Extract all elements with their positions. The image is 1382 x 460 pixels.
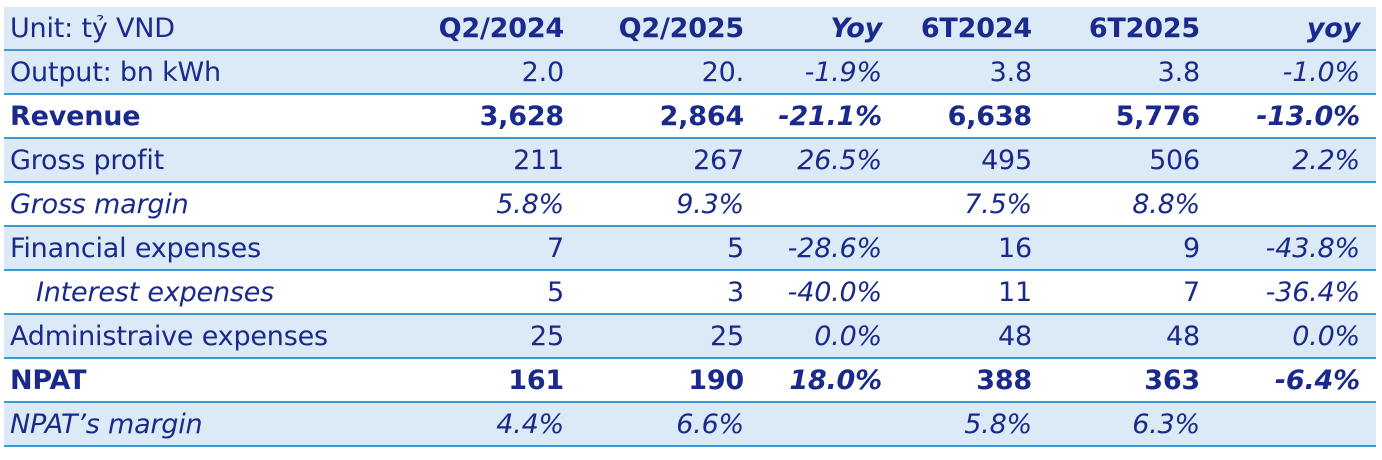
table-row-gross-margin: Gross margin 5.8% 9.3% 7.5% 8.8% (4, 183, 1376, 227)
cell-6t2025: 506 (1149, 144, 1200, 176)
table-row-output: Output: bn kWh 2.0 20. -1.9% 3.8 3.8 -1.… (4, 51, 1376, 95)
cell-yoy-half: -13.0% (1256, 100, 1360, 132)
cell-6t2025: 6.3% (1132, 408, 1200, 440)
cell-6t2025: 3.8 (1157, 56, 1201, 88)
cell-6t2024: 7.5% (964, 188, 1032, 220)
cell-6t2025: 7 (1183, 276, 1200, 308)
col-header-yoy-half: yoy (1306, 12, 1360, 44)
unit-label: Unit: tỷ VND (10, 12, 175, 44)
cell-yoy-half: 0.0% (1292, 320, 1360, 352)
cell-q2-2025: 25 (710, 320, 744, 352)
cell-q2-2024: 7 (547, 232, 564, 264)
row-label: Gross profit (10, 144, 165, 176)
cell-yoy-half: -36.4% (1265, 276, 1361, 308)
row-label: Financial expenses (10, 232, 261, 264)
cell-6t2025: 9 (1183, 232, 1200, 264)
cell-6t2025: 363 (1144, 364, 1200, 396)
cell-q2-2025: 2,864 (659, 100, 745, 132)
cell-q2-2025: 3 (727, 276, 744, 308)
table-row-administrative-expenses: Administraive expenses 25 25 0.0% 48 48 … (4, 315, 1376, 359)
cell-q2-2025: 190 (688, 364, 744, 396)
cell-yoy-quarter: -21.1% (778, 100, 882, 132)
table-header: Unit: tỷ VND Q2/2024 Q2/2025 Yoy 6T2024 … (4, 7, 1376, 51)
financial-table: Unit: tỷ VND Q2/2024 Q2/2025 Yoy 6T2024 … (4, 7, 1376, 447)
row-label: Interest expenses (36, 276, 275, 308)
cell-6t2024: 48 (998, 320, 1032, 352)
cell-6t2024: 6,638 (947, 100, 1033, 132)
col-header-6t2025: 6T2025 (1088, 12, 1200, 44)
row-label: NPAT (10, 364, 87, 396)
cell-yoy-half: -43.8% (1265, 232, 1361, 264)
table-row-npat-margin: NPAT’s margin 4.4% 6.6% 5.8% 6.3% (4, 403, 1376, 447)
table-row-interest-expenses: Interest expenses 5 3 -40.0% 11 7 -36.4% (4, 271, 1376, 315)
cell-6t2025: 5,776 (1115, 100, 1201, 132)
col-header-q2-2024: Q2/2024 (438, 12, 565, 44)
table-row-financial-expenses: Financial expenses 7 5 -28.6% 16 9 -43.8… (4, 227, 1376, 271)
cell-yoy-half: -1.0% (1282, 56, 1361, 88)
table-row-npat: NPAT 161 190 18.0% 388 363 -6.4% (4, 359, 1376, 403)
cell-yoy-quarter: 18.0% (789, 364, 882, 396)
col-header-yoy-quarter: Yoy (830, 12, 882, 44)
cell-yoy-half: -6.4% (1274, 364, 1360, 396)
cell-yoy-quarter: -28.6% (787, 232, 883, 264)
cell-q2-2024: 161 (508, 364, 564, 396)
cell-q2-2024: 5 (547, 276, 564, 308)
col-header-6t2024: 6T2024 (920, 12, 1032, 44)
cell-q2-2024: 25 (530, 320, 564, 352)
cell-6t2024: 388 (976, 364, 1032, 396)
cell-6t2025: 8.8% (1132, 188, 1200, 220)
cell-q2-2024: 2.0 (521, 56, 565, 88)
cell-yoy-half: 2.2% (1292, 144, 1360, 176)
cell-q2-2025: 9.3% (676, 188, 744, 220)
cell-q2-2025: 5 (727, 232, 744, 264)
cell-yoy-quarter: -1.9% (804, 56, 883, 88)
row-label: Administraive expenses (10, 320, 328, 352)
cell-q2-2025: 6.6% (676, 408, 744, 440)
table-row-revenue: Revenue 3,628 2,864 -21.1% 6,638 5,776 -… (4, 95, 1376, 139)
cell-q2-2025: 267 (693, 144, 744, 176)
cell-yoy-quarter: 0.0% (814, 320, 882, 352)
cell-yoy-quarter: -40.0% (787, 276, 883, 308)
cell-6t2024: 16 (998, 232, 1032, 264)
col-header-q2-2025: Q2/2025 (618, 12, 745, 44)
cell-6t2024: 3.8 (989, 56, 1033, 88)
cell-q2-2024: 4.4% (496, 408, 564, 440)
cell-6t2025: 48 (1166, 320, 1200, 352)
cell-6t2024: 5.8% (964, 408, 1032, 440)
cell-q2-2024: 3,628 (479, 100, 565, 132)
table-row-gross-profit: Gross profit 211 267 26.5% 495 506 2.2% (4, 139, 1376, 183)
cell-yoy-quarter: 26.5% (797, 144, 882, 176)
cell-q2-2024: 5.8% (496, 188, 564, 220)
row-label: NPAT’s margin (10, 408, 203, 440)
cell-6t2024: 11 (998, 276, 1032, 308)
row-label: Revenue (10, 100, 141, 132)
cell-q2-2024: 211 (513, 144, 564, 176)
row-label: Gross margin (10, 188, 189, 220)
cell-q2-2025: 20. (701, 56, 745, 88)
row-label: Output: bn kWh (10, 56, 221, 88)
cell-6t2024: 495 (981, 144, 1032, 176)
